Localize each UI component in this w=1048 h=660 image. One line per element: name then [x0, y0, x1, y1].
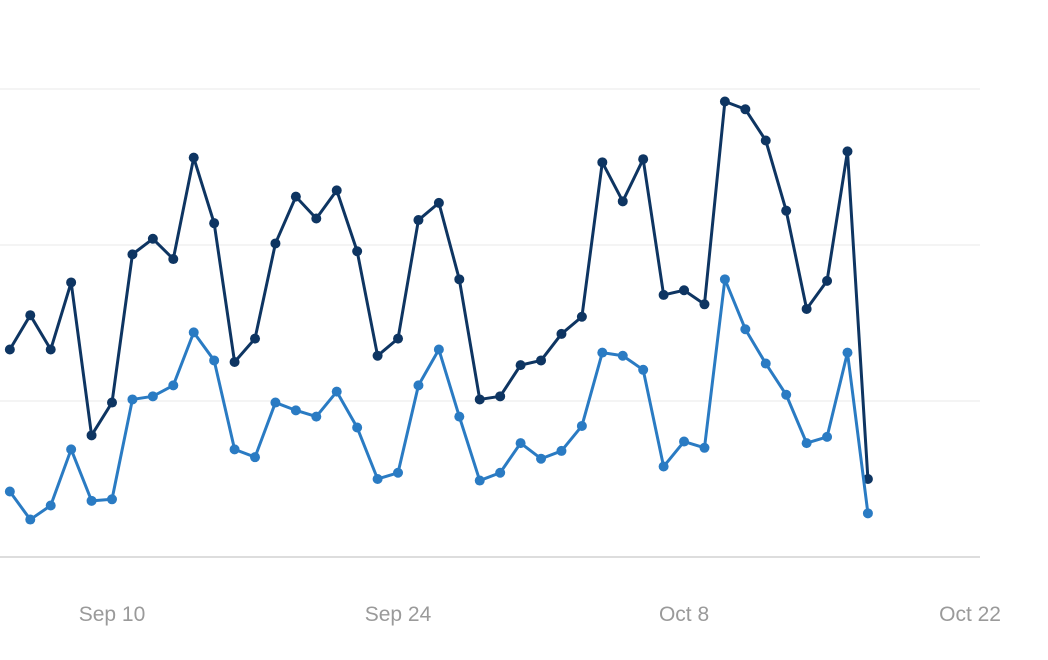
data-point: [331, 185, 342, 196]
data-point: [107, 397, 117, 408]
data-point: [801, 438, 812, 449]
data-point: [393, 333, 404, 344]
data-point: [822, 275, 833, 286]
data-point: [290, 191, 301, 202]
series-line: [8, 99, 870, 480]
data-point: [188, 152, 199, 163]
data-point: [801, 303, 812, 314]
data-point: [495, 467, 506, 478]
data-point: [4, 344, 15, 355]
data-point: [781, 205, 792, 216]
data-point: [413, 380, 424, 391]
data-point: [740, 324, 751, 335]
data-point: [658, 461, 669, 472]
data-point: [107, 494, 117, 505]
data-point: [576, 311, 587, 322]
data-point: [66, 444, 77, 455]
data-point: [576, 420, 587, 431]
data-point: [66, 277, 77, 288]
data-point: [250, 333, 261, 344]
data-point: [127, 249, 138, 260]
data-point: [229, 357, 240, 367]
data-point: [290, 405, 301, 416]
data-point: [699, 299, 710, 310]
x-tick-label: Sep 10: [79, 603, 146, 626]
x-tick-label: Oct 8: [659, 603, 709, 626]
data-point: [4, 486, 15, 497]
data-point: [209, 218, 220, 229]
data-point: [719, 274, 730, 285]
data-point: [474, 394, 485, 405]
data-point: [250, 452, 261, 463]
data-point: [372, 350, 383, 361]
data-point: [862, 474, 873, 484]
data-point: [25, 514, 36, 525]
data-point: [86, 495, 97, 506]
data-point: [433, 344, 444, 355]
data-point: [372, 474, 383, 484]
data-point: [147, 391, 158, 402]
x-axis-ticks: Sep 10 Sep 24 Oct 8 Oct 22: [79, 603, 1001, 626]
series-line: [8, 277, 870, 522]
data-point: [25, 310, 36, 321]
data-point: [760, 135, 771, 146]
data-point: [658, 289, 669, 300]
data-point: [862, 508, 873, 519]
data-point: [209, 355, 220, 366]
data-point: [147, 233, 158, 244]
data-point: [556, 328, 567, 339]
data-point: [597, 347, 608, 358]
data-point: [842, 347, 853, 358]
gridlines: [0, 88, 980, 558]
x-tick-label: Oct 22: [939, 603, 1001, 626]
data-point: [168, 254, 179, 265]
data-point: [168, 380, 179, 391]
data-point: [536, 453, 547, 464]
data-point: [229, 444, 240, 455]
data-point: [556, 445, 567, 456]
data-point: [474, 475, 485, 486]
data-point: [454, 411, 465, 422]
data-point: [617, 350, 628, 361]
data-point: [45, 500, 56, 511]
data-point: [822, 431, 833, 442]
data-point: [617, 196, 628, 207]
data-point: [515, 360, 526, 371]
data-point: [679, 436, 690, 447]
data-point: [842, 146, 853, 157]
data-point: [413, 215, 424, 226]
data-point: [740, 104, 751, 115]
data-point: [270, 397, 281, 408]
data-point: [495, 391, 506, 402]
data-point: [781, 389, 792, 400]
data-point: [45, 344, 56, 355]
data-point: [536, 355, 547, 366]
data-point: [352, 246, 363, 257]
data-point: [699, 442, 710, 453]
x-tick-label: Sep 24: [365, 603, 432, 626]
data-point: [86, 430, 97, 441]
data-point: [760, 358, 771, 369]
data-point: [679, 285, 690, 296]
series-0: [4, 96, 873, 484]
data-point: [393, 467, 404, 478]
data-point: [331, 386, 342, 397]
series-group: [4, 96, 873, 525]
data-point: [638, 364, 649, 375]
data-point: [597, 157, 608, 168]
data-point: [638, 154, 649, 165]
data-point: [352, 422, 363, 433]
data-point: [311, 213, 322, 224]
data-point: [454, 274, 465, 285]
data-point: [270, 238, 281, 249]
data-point: [127, 394, 138, 405]
data-point: [311, 411, 322, 422]
data-point: [188, 327, 199, 338]
data-point: [719, 96, 730, 107]
data-point: [515, 438, 526, 449]
data-point: [433, 197, 444, 208]
series-1: [4, 274, 873, 525]
